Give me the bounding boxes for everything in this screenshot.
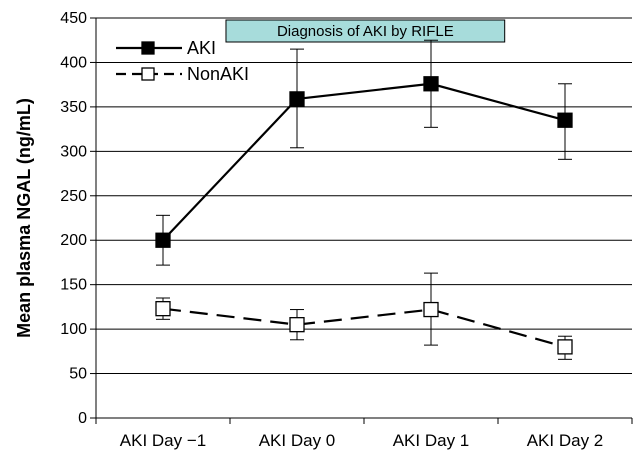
y-tick-label: 100 <box>60 321 87 338</box>
y-tick-label: 0 <box>78 410 87 427</box>
y-tick-label: 400 <box>60 54 87 71</box>
y-axis-title: Mean plasma NGAL (ng/mL) <box>14 98 34 338</box>
x-category-label: AKI Day 0 <box>259 431 336 450</box>
legend: AKI NonAKI <box>116 38 249 84</box>
legend-marker-nonaki <box>141 67 155 81</box>
series-line-nonaki <box>162 307 566 348</box>
series-line-aki <box>162 82 566 241</box>
y-tick-label: 250 <box>60 188 87 205</box>
y-tick-label: 350 <box>60 99 87 116</box>
data-point-aki <box>557 112 573 128</box>
legend-label-nonaki: NonAKI <box>187 64 249 84</box>
legend-label-aki: AKI <box>187 38 216 58</box>
data-point-aki <box>423 76 439 92</box>
x-category-label: AKI Day 2 <box>527 431 604 450</box>
annotation-box <box>225 19 506 43</box>
series-aki <box>155 39 573 266</box>
grid-layer <box>96 17 632 375</box>
x-category-label: AKI Day −1 <box>120 431 206 450</box>
y-tick-label: 450 <box>60 10 87 27</box>
x-category-label: AKI Day 1 <box>393 431 470 450</box>
annotation-text: Diagnosis of AKI by RIFLE <box>277 23 454 40</box>
data-point-nonaki <box>557 339 573 355</box>
axis-layer: 0 50 100 150 200 250 300 350 400 450 AKI Day −1 AKI… <box>60 10 633 450</box>
series-nonaki <box>155 272 573 360</box>
legend-marker-aki <box>141 41 155 55</box>
y-tick-label: 50 <box>69 366 87 383</box>
annotation-layer: Diagnosis of AKI by RIFLE <box>225 19 506 43</box>
y-tick-label: 300 <box>60 143 87 160</box>
data-point-nonaki <box>289 317 305 333</box>
y-tick-label: 200 <box>60 232 87 249</box>
y-tick-label: 150 <box>60 277 87 294</box>
data-point-aki <box>155 232 171 248</box>
data-point-nonaki <box>155 301 171 317</box>
series-layer <box>155 39 573 360</box>
data-point-aki <box>289 91 305 107</box>
data-point-nonaki <box>423 301 439 318</box>
